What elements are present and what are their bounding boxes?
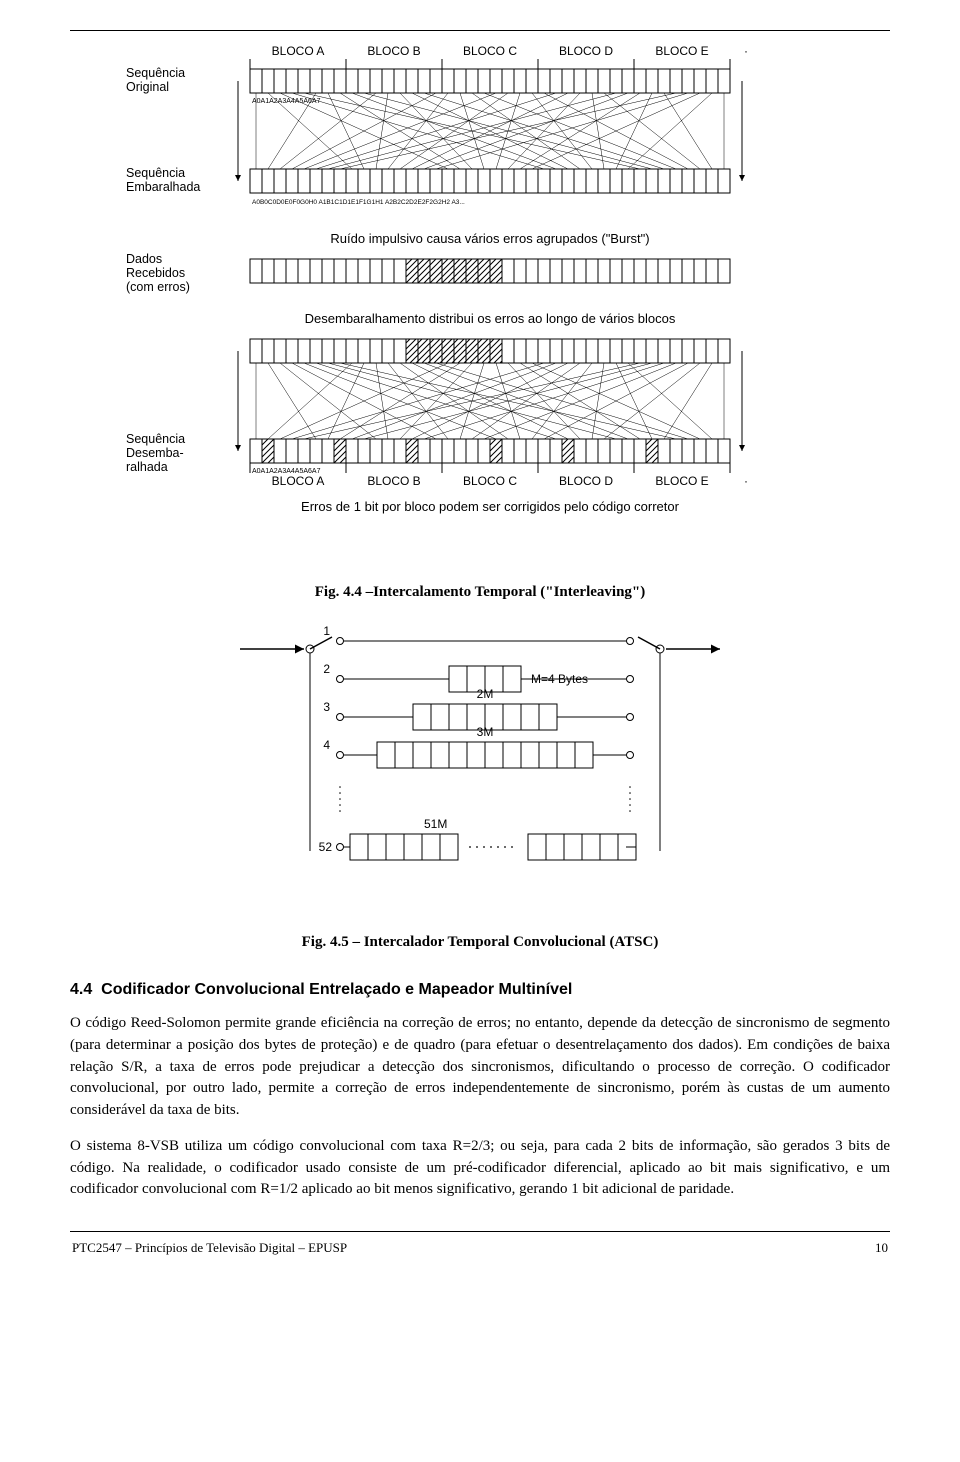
svg-text:1: 1 <box>323 624 330 638</box>
svg-text:52: 52 <box>319 840 333 854</box>
svg-text:ralhada: ralhada <box>126 460 168 474</box>
svg-text:·: · <box>744 44 748 58</box>
fig44-svg: BLOCO A BLOCO B BLOCO C BLOCO D BLOCO E · Sequ… <box>120 41 840 571</box>
svg-text:2: 2 <box>323 662 330 676</box>
svg-text:3: 3 <box>323 700 330 714</box>
svg-text:BLOCO C: BLOCO C <box>463 44 517 58</box>
section-heading: 4.4 Codificador Convolucional Entrelaçad… <box>70 981 890 999</box>
svg-text:Ruído impulsivo causa vários e: Ruído impulsivo causa vários erros agrup… <box>330 231 649 246</box>
fig45-caption: Fig. 4.5 – Intercalador Temporal Convolu… <box>70 934 890 951</box>
fig44-caption: Fig. 4.4 –Intercalamento Temporal ("Inte… <box>70 584 890 601</box>
svg-text:3M: 3M <box>477 725 494 739</box>
svg-text:Erros de 1 bit por bloco podem: Erros de 1 bit por bloco podem ser corri… <box>301 499 680 514</box>
svg-text:(com erros): (com erros) <box>126 280 190 294</box>
svg-text:Sequência: Sequência <box>126 432 185 446</box>
svg-text:A0B0C0D0E0F0G0H0 A1B1C1D1E1F1G: A0B0C0D0E0F0G0H0 A1B1C1D1E1F1G1H1 A2B2C2… <box>252 199 465 206</box>
page-footer: PTC2547 – Princípios de Televisão Digita… <box>70 1240 890 1256</box>
svg-text:BLOCO C: BLOCO C <box>463 474 517 488</box>
svg-text:BLOCO A: BLOCO A <box>272 474 325 488</box>
svg-text:51M: 51M <box>424 817 447 831</box>
svg-text:BLOCO A: BLOCO A <box>272 44 325 58</box>
svg-text:A0A1A2A3A4A5A6A7: A0A1A2A3A4A5A6A7 <box>252 98 321 105</box>
paragraph-2: O sistema 8-VSB utiliza um código convol… <box>70 1136 890 1201</box>
svg-text:Recebidos: Recebidos <box>126 266 185 280</box>
paragraph-1: O código Reed-Solomon permite grande efi… <box>70 1013 890 1122</box>
svg-text:Sequência: Sequência <box>126 166 185 180</box>
footer-left: PTC2547 – Princípios de Televisão Digita… <box>72 1240 347 1256</box>
fig45-svg: 1 2 M=4 Bytes 3 2M 4 3M 52 51M <box>230 621 730 921</box>
svg-text:Desemba-: Desemba- <box>126 446 184 460</box>
svg-text:BLOCO B: BLOCO B <box>367 474 420 488</box>
footer-page-number: 10 <box>875 1240 888 1256</box>
svg-text:Dados: Dados <box>126 252 162 266</box>
figure-4-4: BLOCO A BLOCO B BLOCO C BLOCO D BLOCO E · Sequ… <box>70 41 890 576</box>
svg-text:Sequência: Sequência <box>126 66 185 80</box>
svg-text:BLOCO E: BLOCO E <box>655 44 708 58</box>
svg-text:2M: 2M <box>477 687 494 701</box>
svg-text:4: 4 <box>323 738 330 752</box>
svg-text:BLOCO E: BLOCO E <box>655 474 708 488</box>
svg-text:Embaralhada: Embaralhada <box>126 180 200 194</box>
svg-text:·: · <box>744 474 748 488</box>
section-number: 4.4 <box>70 981 92 998</box>
svg-text:BLOCO D: BLOCO D <box>559 44 613 58</box>
top-rule <box>70 30 890 31</box>
svg-text:Desembaralhamento distribui os: Desembaralhamento distribui os erros ao … <box>305 311 676 326</box>
figure-4-5: 1 2 M=4 Bytes 3 2M 4 3M 52 51M <box>70 621 890 926</box>
section-title: Codificador Convolucional Entrelaçado e … <box>101 981 572 998</box>
bottom-rule <box>70 1231 890 1232</box>
svg-text:M=4 Bytes: M=4 Bytes <box>531 672 588 686</box>
svg-text:BLOCO D: BLOCO D <box>559 474 613 488</box>
svg-text:Original: Original <box>126 80 169 94</box>
svg-text:BLOCO B: BLOCO B <box>367 44 420 58</box>
